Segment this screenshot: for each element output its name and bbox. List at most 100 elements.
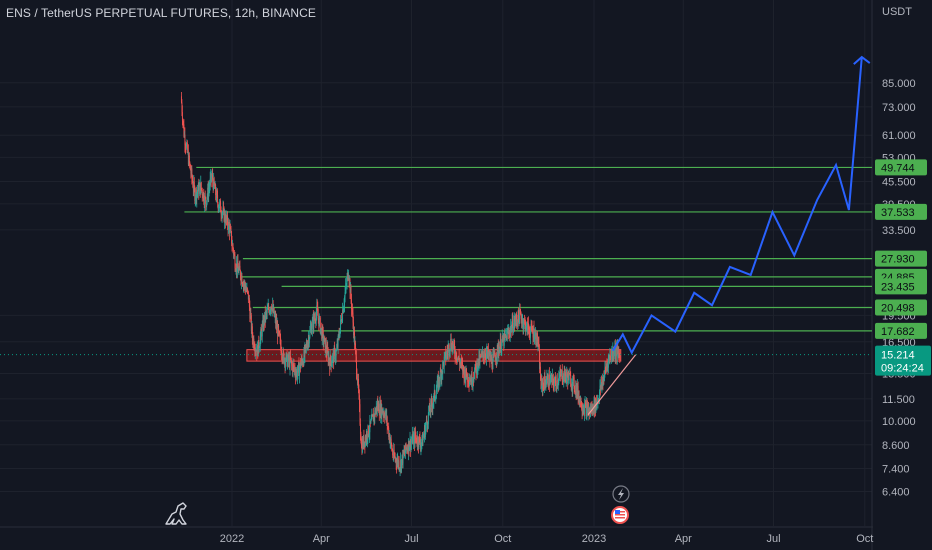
- candle: [453, 338, 455, 350]
- level-tag[interactable]: 17.682: [875, 322, 927, 339]
- candle: [261, 320, 263, 343]
- candle: [604, 366, 606, 374]
- candle: [409, 431, 411, 450]
- level-tag[interactable]: 27.930: [875, 250, 927, 267]
- candle: [354, 326, 355, 350]
- level-tag[interactable]: 20.498: [875, 299, 927, 316]
- candle: [255, 343, 257, 352]
- candle: [206, 193, 208, 205]
- candle: [341, 318, 343, 324]
- candle: [296, 368, 297, 377]
- candle: [258, 346, 260, 353]
- level-tag[interactable]: 23.435: [875, 278, 927, 295]
- candle: [595, 399, 597, 413]
- candle: [495, 355, 497, 362]
- candle: [366, 430, 368, 446]
- candle: [331, 359, 333, 363]
- candle: [385, 410, 387, 416]
- candle: [493, 347, 495, 359]
- svg-text:49.744: 49.744: [881, 162, 915, 174]
- candle: [352, 306, 354, 329]
- candle: [400, 458, 402, 474]
- candle: [204, 192, 206, 213]
- candle: [372, 414, 374, 416]
- candle: [250, 312, 252, 334]
- candle: [555, 385, 557, 392]
- candle: [616, 343, 618, 365]
- candle: [537, 330, 538, 347]
- candle: [539, 344, 540, 374]
- candle: [447, 344, 449, 360]
- candle: [612, 342, 614, 363]
- candle: [297, 365, 298, 385]
- candle: [579, 396, 581, 408]
- candle: [327, 341, 329, 354]
- lightning-icon[interactable]: [612, 485, 630, 503]
- candle: [204, 190, 206, 200]
- candle: [484, 348, 486, 361]
- candle: [183, 119, 185, 138]
- projection-path[interactable]: [611, 57, 863, 355]
- svg-text:23.435: 23.435: [881, 281, 915, 293]
- candle: [419, 431, 421, 445]
- candle: [423, 433, 425, 438]
- candle: [464, 366, 466, 383]
- candle: [208, 180, 210, 197]
- candle: [238, 261, 240, 271]
- support-zone[interactable]: [246, 349, 622, 362]
- candle: [207, 183, 209, 200]
- candle: [415, 431, 417, 444]
- candle: [189, 161, 191, 167]
- candle: [570, 383, 572, 391]
- candle: [534, 332, 535, 344]
- candle: [263, 315, 265, 331]
- candle: [469, 373, 470, 387]
- candle: [520, 311, 522, 324]
- trendline[interactable]: [587, 354, 637, 416]
- level-tag[interactable]: 37.533: [875, 203, 927, 220]
- candle: [483, 349, 485, 365]
- candle: [247, 291, 249, 304]
- candle: [243, 279, 245, 290]
- chart-icons: [165, 485, 630, 525]
- candle: [216, 190, 218, 198]
- candle: [334, 347, 336, 364]
- candle: [191, 174, 193, 184]
- tradingview-dino-icon: [165, 502, 187, 525]
- candle: [429, 407, 431, 418]
- candle: [279, 329, 281, 345]
- candle: [264, 305, 266, 328]
- candle: [578, 390, 580, 406]
- time-axis[interactable]: 2022 Apr Jul Oct 2023 Apr Jul Oct: [220, 533, 874, 545]
- candle: [194, 194, 196, 207]
- candle: [395, 456, 397, 464]
- candle: [347, 272, 349, 281]
- candle: [231, 230, 232, 247]
- candle: [401, 458, 403, 473]
- candle: [343, 298, 345, 313]
- candle: [320, 328, 322, 336]
- candle: [314, 311, 316, 324]
- candle: [599, 379, 601, 398]
- candle: [575, 380, 577, 398]
- candle: [336, 338, 338, 351]
- candles-layer: [180, 91, 621, 477]
- candle: [302, 361, 304, 368]
- candle: [407, 443, 409, 455]
- candle: [470, 375, 471, 386]
- candle: [238, 266, 240, 276]
- candle: [553, 379, 555, 393]
- candle: [417, 435, 419, 452]
- level-tag[interactable]: 49.744: [875, 159, 927, 176]
- candle: [529, 326, 531, 339]
- candle: [484, 347, 486, 358]
- price-axis[interactable]: USDT85.00073.00061.00053.00045.50039.500…: [873, 0, 932, 550]
- candle: [320, 327, 322, 336]
- candle: [330, 360, 332, 373]
- candle: [297, 364, 299, 380]
- candle: [533, 320, 535, 342]
- candle: [378, 400, 380, 413]
- us-flag-event-icon[interactable]: [611, 506, 629, 524]
